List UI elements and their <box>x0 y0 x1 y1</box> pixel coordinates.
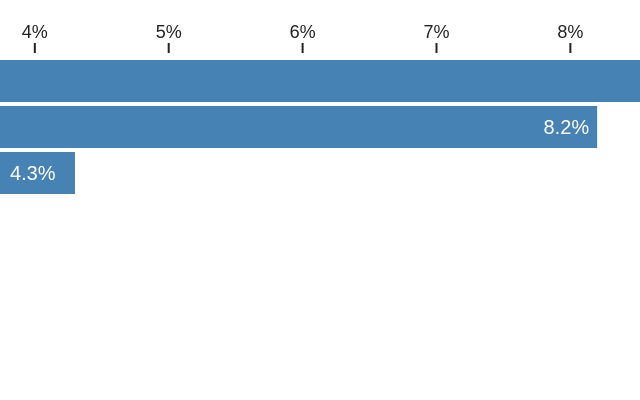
bar <box>0 60 640 102</box>
bar <box>0 106 598 148</box>
bar <box>0 152 75 194</box>
x-tick-label: 4% <box>22 22 48 42</box>
data-labels: 8.2% 4.3% <box>10 117 589 185</box>
x-tick-label: 5% <box>156 22 182 42</box>
bars <box>0 60 640 194</box>
x-tick-label: 6% <box>290 22 316 42</box>
x-tick-label: 7% <box>423 22 449 42</box>
data-label: 8.2% <box>544 117 590 139</box>
data-label: 4.3% <box>10 163 56 185</box>
x-axis: 4% 5% 6% 7% 8% <box>22 22 583 53</box>
x-tick-label: 8% <box>557 22 583 42</box>
